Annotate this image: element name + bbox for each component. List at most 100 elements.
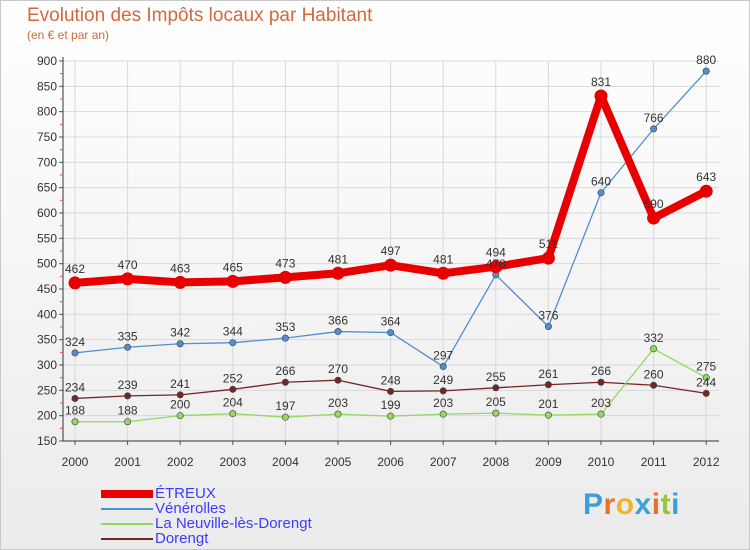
data-point — [594, 89, 608, 103]
data-point — [281, 378, 289, 386]
data-label: 266 — [275, 364, 295, 378]
y-tick-label: 750 — [37, 130, 57, 144]
x-tick-label: 2010 — [588, 455, 615, 469]
y-tick-label: 400 — [37, 307, 57, 321]
legend-label: ÉTREUX — [155, 485, 216, 502]
data-point — [541, 251, 555, 265]
y-tick-label: 600 — [37, 206, 57, 220]
logo-letter: x — [634, 488, 652, 521]
data-point — [650, 381, 658, 389]
logo-letter: o — [615, 488, 635, 521]
data-label: 204 — [223, 396, 243, 410]
logo-letter: i — [671, 488, 680, 521]
data-label: 261 — [538, 367, 558, 381]
data-point — [387, 329, 395, 337]
data-label: 239 — [118, 378, 138, 392]
chart-subtitle: (en € et par an) — [27, 28, 110, 42]
data-label: 497 — [381, 244, 401, 258]
data-point — [597, 189, 605, 197]
x-tick-label: 2011 — [641, 455, 667, 469]
data-point — [489, 260, 503, 274]
data-point — [544, 322, 552, 330]
data-label: 203 — [433, 396, 453, 410]
data-point — [702, 389, 710, 397]
data-label: 463 — [170, 261, 190, 275]
data-label: 462 — [65, 262, 85, 276]
data-point — [71, 349, 79, 357]
data-point — [597, 378, 605, 386]
data-point — [121, 272, 135, 286]
data-label: 252 — [223, 371, 243, 385]
y-tick-label: 800 — [37, 105, 57, 119]
data-label: 197 — [275, 399, 295, 413]
data-point — [334, 328, 342, 336]
data-point — [229, 339, 237, 347]
x-tick-label: 2007 — [430, 455, 457, 469]
data-label: 465 — [223, 260, 243, 274]
logo-letter: r — [603, 488, 616, 521]
data-point — [331, 266, 345, 280]
data-label: 205 — [486, 395, 506, 409]
y-tick-label: 300 — [37, 358, 57, 372]
data-label: 241 — [170, 377, 190, 391]
y-tick-label: 700 — [37, 155, 57, 169]
data-label: 275 — [696, 360, 716, 374]
data-label: 248 — [381, 373, 401, 387]
data-label: 255 — [486, 370, 506, 384]
legend-swatch — [101, 490, 153, 498]
data-point — [387, 412, 395, 420]
y-tick-label: 150 — [37, 434, 57, 448]
data-label: 200 — [170, 398, 190, 412]
y-tick-label: 650 — [37, 181, 57, 195]
data-label: 364 — [381, 315, 401, 329]
data-label: 249 — [433, 373, 453, 387]
data-point — [334, 376, 342, 384]
data-label: 201 — [538, 397, 558, 411]
data-label: 643 — [696, 170, 716, 184]
data-point — [492, 384, 500, 392]
axes: 150 200 250 300 350 400 450 500 550 600 650 700 750 8… — [37, 54, 720, 469]
y-tick-label: 250 — [37, 383, 57, 397]
data-point — [439, 410, 447, 418]
data-label: 188 — [118, 404, 138, 418]
data-point — [68, 276, 82, 290]
data-label: 342 — [170, 326, 190, 340]
data-point — [439, 363, 447, 371]
data-point — [436, 266, 450, 280]
data-label: 470 — [118, 258, 138, 272]
data-point — [544, 411, 552, 419]
data-point — [226, 274, 240, 288]
legend-swatch — [101, 538, 153, 540]
logo-letter: t — [660, 488, 672, 521]
data-label: 344 — [223, 325, 243, 339]
data-label: 366 — [328, 314, 348, 328]
x-tick-label: 2000 — [62, 455, 89, 469]
data-label: 590 — [644, 197, 664, 211]
data-point — [176, 391, 184, 399]
y-tick-label: 200 — [37, 409, 57, 423]
data-label: 188 — [65, 404, 85, 418]
data-point — [281, 413, 289, 421]
data-label: 335 — [118, 329, 138, 343]
data-point — [176, 340, 184, 348]
legend-label: Dorengt — [155, 530, 209, 547]
x-tick-label: 2004 — [272, 455, 299, 469]
data-label: 332 — [644, 331, 664, 345]
chart-title: Evolution des Impôts locaux par Habitant — [27, 5, 373, 26]
data-label: 234 — [65, 380, 85, 394]
data-label: 766 — [644, 111, 664, 125]
data-label: 353 — [275, 320, 295, 334]
data-point — [647, 211, 661, 225]
data-point — [492, 409, 500, 417]
data-label: 203 — [591, 396, 611, 410]
x-tick-label: 2001 — [114, 455, 141, 469]
data-point — [544, 381, 552, 389]
legend-label: Vénérolles — [155, 500, 226, 517]
y-tick-label: 350 — [37, 333, 57, 347]
data-point — [229, 385, 237, 393]
data-label: 481 — [328, 252, 348, 266]
data-label: 270 — [328, 362, 348, 376]
x-tick-label: 2005 — [325, 455, 352, 469]
